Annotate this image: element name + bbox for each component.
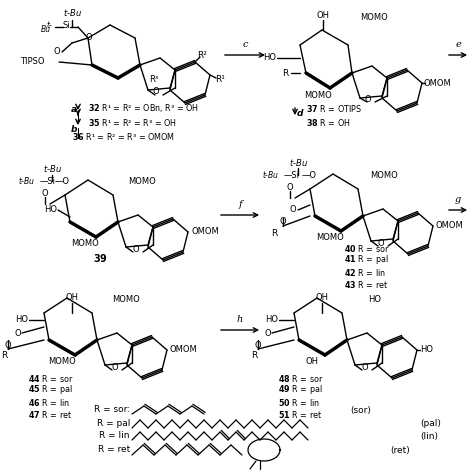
Text: R¹: R¹ [215,75,225,84]
Text: $\mathbf{47}$ R = ret: $\mathbf{47}$ R = ret [28,408,72,420]
Text: O: O [15,328,21,338]
Text: $\mathbf{41}$ R = pal: $\mathbf{41}$ R = pal [344,253,389,267]
Text: f: f [238,200,242,209]
Text: R³: R³ [149,75,158,84]
Text: O: O [290,205,296,214]
Text: MOMO: MOMO [128,178,156,187]
Text: $\mathbf{44}$ R = sor: $\mathbf{44}$ R = sor [28,373,73,383]
Text: R²: R² [197,50,207,59]
Text: OMOM: OMOM [424,79,452,88]
Text: R = pal: R = pal [97,420,130,429]
Text: R = sor:: R = sor: [94,406,130,414]
Text: TIPSO: TIPSO [20,57,45,66]
Text: MOMO: MOMO [360,14,388,23]
Text: HO: HO [420,346,433,355]
Text: R: R [251,351,257,360]
Text: OH: OH [65,293,79,302]
Text: OH: OH [306,357,319,366]
Text: O: O [264,328,271,338]
Text: $\mathbf{45}$ R = pal: $\mathbf{45}$ R = pal [28,383,73,397]
Text: O: O [54,48,60,57]
Text: $\mathbf{42}$ R = lin: $\mathbf{42}$ R = lin [344,267,386,277]
Text: $t$-: $t$- [46,18,54,30]
Text: a: a [71,106,77,114]
Text: (lin): (lin) [420,431,438,440]
Text: R = ret: R = ret [98,446,130,455]
Text: —O: —O [302,171,317,179]
Text: O: O [255,341,261,349]
Text: HO: HO [265,316,278,325]
Text: $t$-Bu: $t$-Bu [43,162,62,173]
Text: $t$-Bu: $t$-Bu [289,156,308,168]
Text: O: O [42,188,48,197]
Text: $\mathbf{50}$ R = lin: $\mathbf{50}$ R = lin [278,397,320,407]
Text: OMOM: OMOM [192,227,220,236]
Text: $t$-Bu: $t$-Bu [63,7,82,17]
Text: Si: Si [62,22,70,31]
Text: $t$-Bu: $t$-Bu [18,176,36,187]
Text: e: e [455,40,461,49]
Text: MOMO: MOMO [71,239,99,249]
Text: O: O [112,363,118,372]
Text: O: O [365,96,371,105]
Text: —Si: —Si [40,177,56,186]
Text: b: b [71,125,77,135]
Text: $\mathbf{37}$ R = OTIPS: $\mathbf{37}$ R = OTIPS [306,103,362,114]
Text: $\mathbf{43}$ R = ret: $\mathbf{43}$ R = ret [344,278,388,290]
Text: R: R [1,351,7,360]
Text: $\mathbf{38}$ R = OH: $\mathbf{38}$ R = OH [306,116,350,128]
Text: OH: OH [317,10,329,19]
Text: O: O [86,32,92,41]
Text: O: O [5,341,11,349]
Text: HO: HO [15,316,28,325]
Text: O: O [378,238,384,247]
Text: —O: —O [55,177,70,186]
Text: $\mathbf{48}$ R = sor: $\mathbf{48}$ R = sor [278,373,323,383]
Text: OH: OH [316,293,328,302]
Text: $\mathbf{51}$ R = ret: $\mathbf{51}$ R = ret [278,408,322,420]
Text: d: d [297,108,303,117]
Text: MOMO: MOMO [316,234,344,243]
Text: (pal): (pal) [420,420,441,429]
Text: R = lin: R = lin [100,431,130,440]
Text: OMOM: OMOM [170,346,198,355]
Text: MOMO: MOMO [304,90,332,99]
Text: R: R [271,228,277,237]
Text: O: O [133,244,139,253]
Text: g: g [455,195,461,204]
Text: HO: HO [263,54,276,63]
Text: MOMO: MOMO [48,357,76,366]
Text: $\mathbf{49}$ R = pal: $\mathbf{49}$ R = pal [278,383,322,397]
Text: R: R [282,68,288,78]
Text: —Si: —Si [284,171,300,179]
Text: O: O [153,88,159,97]
Text: O: O [362,363,368,372]
Text: c: c [242,40,248,49]
Text: $\mathbf{40}$ R = sor: $\mathbf{40}$ R = sor [344,243,390,253]
Text: (sor): (sor) [350,406,371,414]
Text: h: h [237,315,243,324]
Text: $\mathbf{39}$: $\mathbf{39}$ [92,252,108,264]
Text: HO: HO [44,205,57,214]
Text: Bu: Bu [41,25,51,34]
Text: OMOM: OMOM [436,221,464,230]
Text: HO: HO [368,295,381,304]
Text: MOMO: MOMO [370,171,398,180]
Text: $\mathbf{35}$ R¹ = R² = R³ = OH: $\mathbf{35}$ R¹ = R² = R³ = OH [88,116,177,128]
Text: O: O [280,218,286,227]
Text: (ret): (ret) [390,446,410,455]
Text: $\mathbf{36}$ R¹ = R² = R³ = OMOM: $\mathbf{36}$ R¹ = R² = R³ = OMOM [72,130,175,141]
Text: MOMO: MOMO [112,295,140,304]
Text: $\mathbf{46}$ R = lin: $\mathbf{46}$ R = lin [28,397,70,407]
Text: $\mathbf{32}$ R¹ = R² = OBn, R³ = OH: $\mathbf{32}$ R¹ = R² = OBn, R³ = OH [88,102,199,114]
Text: O: O [287,182,293,192]
Text: $t$-Bu: $t$-Bu [262,170,280,180]
